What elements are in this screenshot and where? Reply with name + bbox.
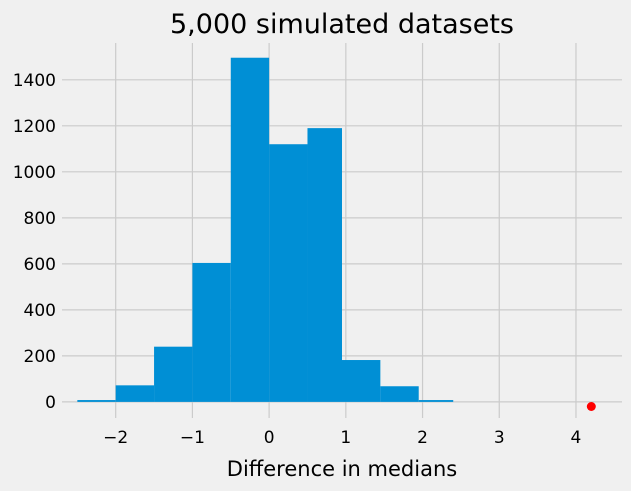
observed-marker-layer <box>586 401 596 411</box>
x-axis-label: Difference in medians <box>227 457 457 481</box>
histogram-bar-2 <box>154 346 193 402</box>
y-tick-label: 800 <box>24 209 56 229</box>
chart-title: 5,000 simulated datasets <box>170 9 514 40</box>
y-tick-label: 200 <box>24 347 56 367</box>
histogram-bar-9 <box>418 400 454 402</box>
y-tick-label: 0 <box>45 393 56 413</box>
histogram-bar-7 <box>342 360 381 402</box>
x-tick-label: 0 <box>264 428 275 448</box>
x-tick-label: 3 <box>494 428 505 448</box>
y-tick-label: 1000 <box>13 163 56 183</box>
x-tick-label: 1 <box>340 428 351 448</box>
y-tick-label: 600 <box>24 255 56 275</box>
histogram-bar-0 <box>77 400 116 402</box>
histogram-bar-8 <box>380 386 419 402</box>
histogram-bar-6 <box>307 128 342 402</box>
y-tick-label: 400 <box>24 301 56 321</box>
x-tick-label: −1 <box>180 428 205 448</box>
histogram-bar-4 <box>230 57 270 402</box>
histogram-bar-1 <box>115 385 155 402</box>
y-tick-label: 1400 <box>13 71 56 91</box>
x-tick-label: −2 <box>103 428 128 448</box>
x-tick-label: 4 <box>571 428 582 448</box>
y-tick-label: 1200 <box>13 117 56 137</box>
histogram-bar-5 <box>269 144 308 402</box>
observed-difference-marker <box>586 401 596 411</box>
x-tick-label: 2 <box>417 428 428 448</box>
tick-labels: −2 −1 0 1 2 3 4 0 200 400 600 800 1000 1200 1400 <box>13 71 582 448</box>
histogram-bars <box>77 57 454 402</box>
histogram-bar-3 <box>192 262 231 402</box>
